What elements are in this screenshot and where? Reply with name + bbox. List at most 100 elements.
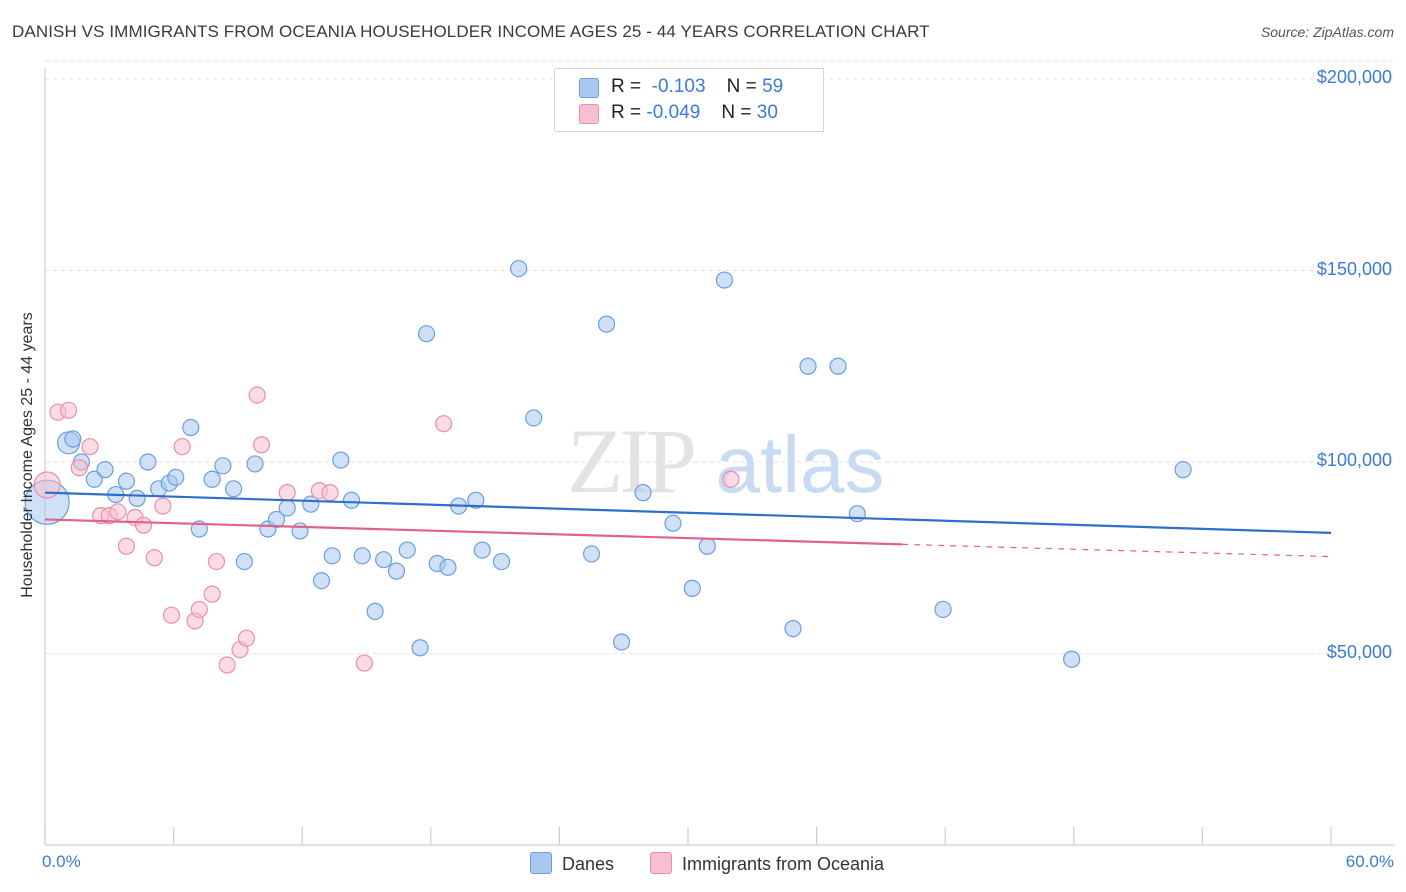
- oceania-point: [355, 654, 373, 672]
- oceania-point: [59, 401, 78, 419]
- danes-point: [439, 558, 457, 576]
- danes-point: [167, 468, 185, 486]
- danes-point: [235, 552, 253, 571]
- x-tick-max: 60.0%: [1345, 852, 1394, 871]
- oceania-legend-swatch: [650, 852, 672, 874]
- danes-point: [934, 600, 952, 619]
- r-label: R =: [611, 102, 642, 123]
- danes-point: [117, 472, 136, 490]
- oceania-point: [145, 549, 163, 567]
- legend-item-oceania[interactable]: Immigrants from Oceania: [650, 852, 884, 875]
- oceania-point: [70, 459, 88, 477]
- danes-point: [597, 315, 616, 333]
- r-value-oceania: -0.049: [646, 102, 701, 123]
- legend-label-danes: Danes: [562, 854, 615, 874]
- y-tick-label: $100,000: [1316, 450, 1392, 470]
- oceania-point: [722, 470, 740, 488]
- legend-item-danes[interactable]: Danes: [530, 852, 614, 875]
- danes-point: [784, 620, 802, 638]
- danes-point: [634, 484, 652, 502]
- y-tick-label: $200,000: [1316, 67, 1392, 87]
- danes-point: [698, 537, 716, 555]
- oceania-point: [190, 600, 208, 619]
- danes-point: [715, 271, 734, 289]
- danes-point: [473, 541, 491, 559]
- stats-legend: R = -0.103 N = 59 R = -0.049 N = 30: [554, 68, 824, 132]
- danes-point: [411, 639, 429, 657]
- danes-point: [398, 541, 416, 559]
- danes-point: [291, 522, 309, 540]
- danes-point: [85, 470, 103, 488]
- danes-point: [366, 602, 384, 620]
- danes-point: [525, 409, 543, 427]
- oceania-point: [278, 484, 296, 502]
- oceania-point: [33, 471, 61, 499]
- danes-point: [225, 480, 243, 498]
- danes-point: [664, 514, 682, 532]
- y-axis-label: Householder Income Ages 25 - 44 years: [19, 312, 36, 598]
- danes-point: [1063, 650, 1081, 668]
- danes-point: [128, 489, 146, 507]
- oceania-point: [207, 552, 226, 571]
- danes-point: [214, 457, 232, 475]
- danes-point: [278, 499, 296, 517]
- n-label: N =: [721, 102, 752, 123]
- watermark-zip: ZIP: [567, 410, 694, 512]
- n-value-danes: 59: [762, 76, 784, 97]
- data-points: [24, 259, 1192, 674]
- danes-point: [829, 357, 847, 375]
- danes-point: [510, 259, 528, 278]
- axes: [44, 68, 1395, 846]
- danes-legend-swatch: [530, 852, 552, 874]
- danes-point: [267, 510, 286, 529]
- danes-point: [342, 491, 361, 509]
- y-tick-label: $150,000: [1316, 258, 1392, 279]
- oceania-point: [134, 516, 153, 534]
- oceania-point: [117, 537, 136, 555]
- danes-point: [612, 633, 631, 651]
- danes-point: [375, 551, 393, 569]
- danes-point: [417, 325, 436, 343]
- danes-swatch: [579, 78, 599, 98]
- danes-point: [64, 430, 82, 448]
- r-label: R =: [611, 76, 642, 97]
- danes-point: [683, 579, 701, 597]
- n-label: N =: [726, 76, 757, 97]
- oceania-point: [237, 629, 256, 647]
- oceania-point: [81, 438, 99, 456]
- danes-point: [182, 418, 200, 437]
- oceania-point: [252, 436, 271, 454]
- chart-title: DANISH VS IMMIGRANTS FROM OCEANIA HOUSEH…: [12, 22, 930, 41]
- danes-point: [353, 547, 371, 565]
- danes-point: [246, 455, 264, 473]
- danes-point: [139, 453, 157, 471]
- oceania-point: [203, 585, 221, 603]
- trend-lines: [44, 491, 1332, 558]
- danes-point: [467, 491, 485, 509]
- oceania-point: [154, 497, 172, 515]
- oceania-trend-line-extension: [902, 543, 1332, 558]
- r-value-danes: -0.103: [651, 76, 706, 97]
- danes-point: [332, 451, 350, 469]
- watermark-atlas: atlas: [716, 420, 885, 509]
- oceania-trend-line: [44, 518, 903, 546]
- n-value-oceania: 30: [756, 102, 778, 123]
- danes-trend-line: [44, 491, 1332, 534]
- oceania-point: [321, 484, 339, 502]
- danes-point: [492, 552, 511, 571]
- legend-label-oceania: Immigrants from Oceania: [682, 854, 885, 874]
- danes-point: [387, 562, 406, 580]
- danes-point: [799, 357, 817, 375]
- y-tick-label: $50,000: [1326, 641, 1392, 662]
- oceania-point: [218, 656, 236, 674]
- danes-point: [96, 461, 114, 479]
- danes-point: [582, 545, 601, 563]
- x-tick-min: 0.0%: [42, 852, 81, 871]
- source-credit: Source: ZipAtlas.com: [1260, 24, 1394, 40]
- oceania-point: [162, 606, 181, 624]
- danes-point: [312, 572, 331, 590]
- oceania-point: [248, 386, 266, 404]
- oceania-point: [173, 438, 191, 456]
- oceania-swatch: [579, 104, 599, 124]
